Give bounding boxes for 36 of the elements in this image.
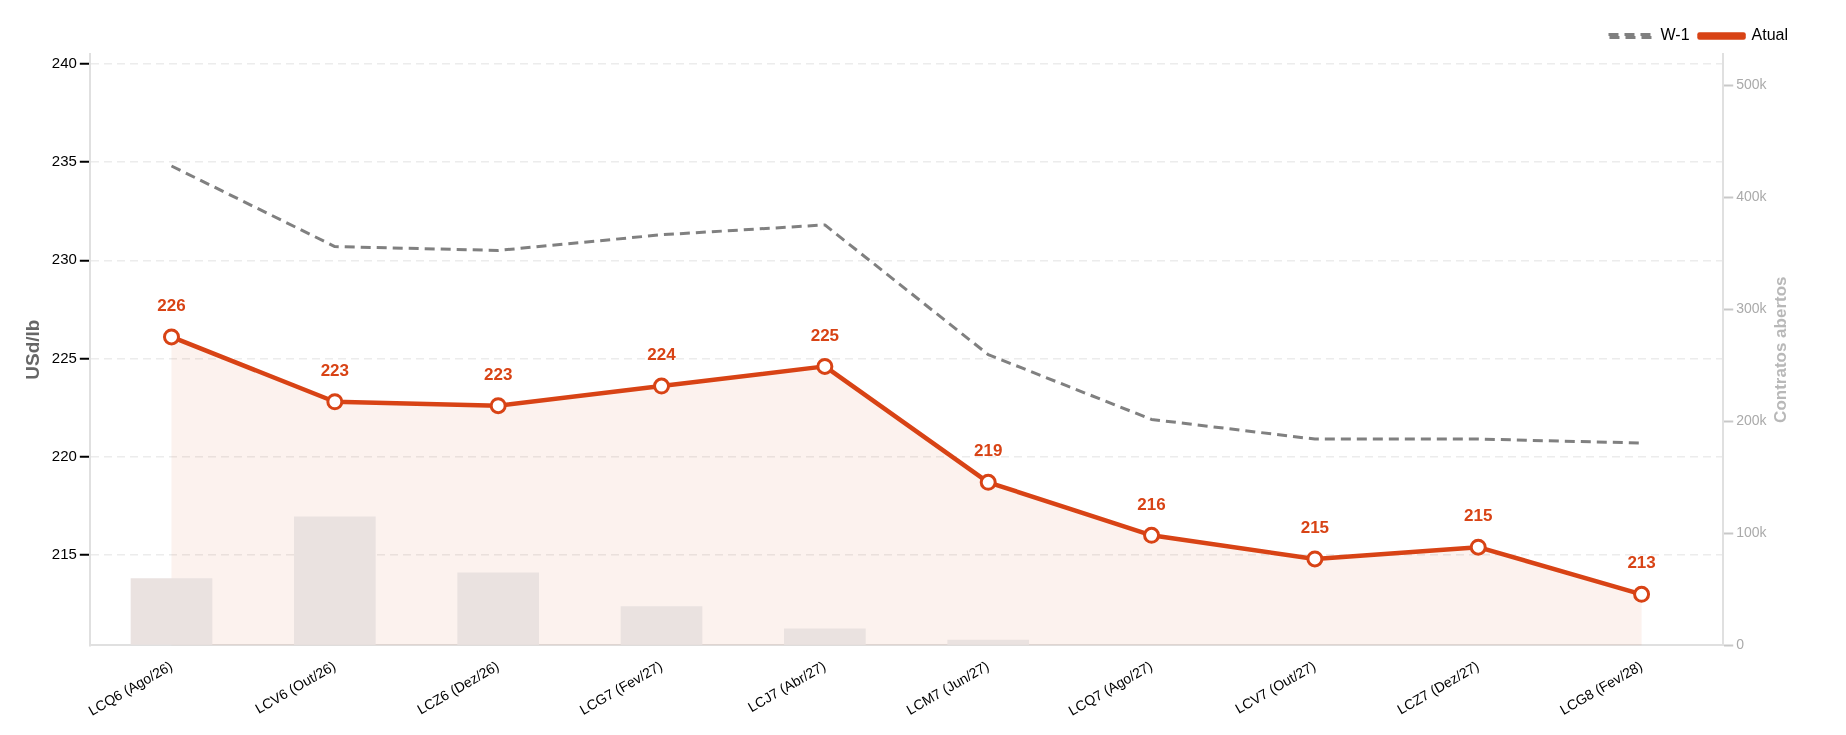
y2-tick-label: 400k [1736,188,1768,205]
y-tick-label: 230 [51,250,77,268]
y2-tick-label: 200k [1736,412,1768,429]
point [1633,585,1651,603]
point [653,377,671,395]
data-label: 215 [1464,506,1493,526]
y-tick-label: 215 [51,545,77,563]
data-label: 223 [320,360,350,380]
point [489,397,507,415]
y2-axis-title: Contratos abertos [1771,276,1791,423]
point [1306,550,1324,568]
data-label: 213 [1627,553,1656,573]
legend-label: Atual [1751,26,1788,44]
y-axis-title: USd/lb [21,319,43,380]
point [816,357,834,375]
y-tick-label: 220 [51,446,77,464]
point [1143,526,1161,544]
y2-tick-label: 100k [1736,524,1768,541]
y2-tick-label: 0 [1736,636,1745,653]
point [979,473,997,491]
data-label: 226 [157,296,186,316]
y-tick-label: 225 [51,348,77,366]
point [163,328,180,346]
y2-tick-label: 500k [1736,76,1768,93]
point [326,393,344,411]
point [1469,538,1487,556]
data-label: 219 [974,441,1003,461]
data-label: 224 [647,345,677,365]
y2-tick-label: 300k [1736,300,1768,317]
y-tick-label: 240 [51,53,77,71]
data-label: 223 [483,364,513,384]
y-tick-label: 235 [51,152,77,170]
legend-label: W-1 [1660,26,1690,44]
data-label: 215 [1300,518,1330,538]
data-label: 225 [810,325,840,345]
data-label: 216 [1137,494,1166,514]
